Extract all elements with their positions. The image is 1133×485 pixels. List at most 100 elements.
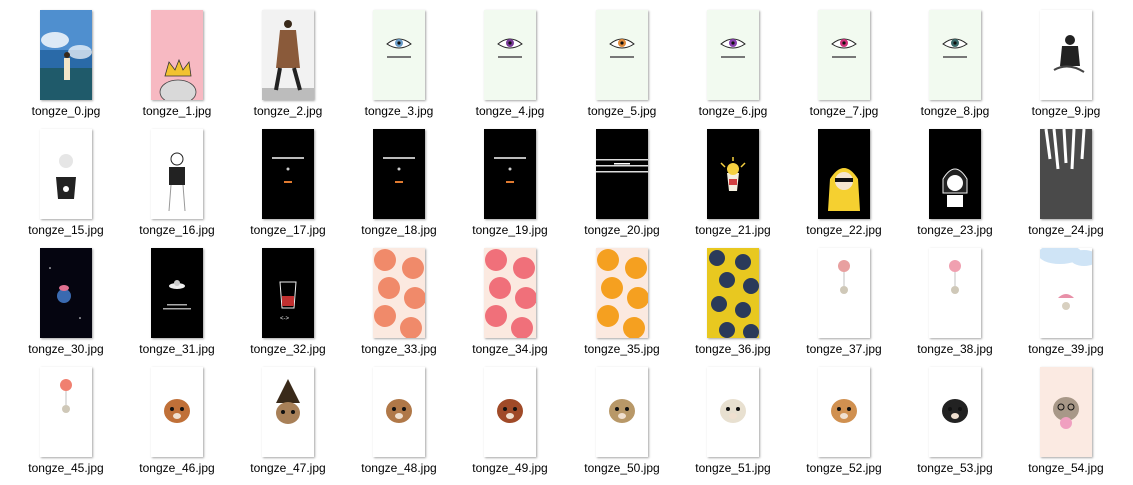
file-item[interactable]: tongze_17.jpg	[238, 129, 338, 247]
file-item[interactable]: tongze_47.jpg	[238, 367, 338, 485]
file-item[interactable]: tongze_37.jpg	[794, 248, 894, 366]
file-thumbnail[interactable]	[151, 367, 203, 457]
file-thumbnail[interactable]	[1040, 367, 1092, 457]
file-item[interactable]: tongze_49.jpg	[460, 367, 560, 485]
file-name-label[interactable]: tongze_34.jpg	[472, 342, 548, 356]
file-item[interactable]: tongze_4.jpg	[460, 10, 560, 128]
file-name-label[interactable]: tongze_2.jpg	[253, 104, 323, 118]
file-name-label[interactable]: tongze_39.jpg	[1028, 342, 1104, 356]
file-thumbnail[interactable]	[818, 367, 870, 457]
file-item[interactable]: tongze_23.jpg	[905, 129, 1005, 247]
file-name-label[interactable]: tongze_47.jpg	[250, 461, 326, 475]
file-thumbnail[interactable]	[707, 10, 759, 100]
file-item[interactable]: tongze_50.jpg	[572, 367, 672, 485]
file-name-label[interactable]: tongze_9.jpg	[1031, 104, 1101, 118]
file-item[interactable]: tongze_34.jpg	[460, 248, 560, 366]
file-item[interactable]: tongze_48.jpg	[349, 367, 449, 485]
file-thumbnail[interactable]	[40, 367, 92, 457]
file-item[interactable]: tongze_2.jpg	[238, 10, 338, 128]
file-thumbnail[interactable]	[707, 248, 759, 338]
file-thumbnail[interactable]	[262, 10, 314, 100]
file-thumbnail[interactable]: <->	[262, 248, 314, 338]
file-thumbnail[interactable]	[484, 248, 536, 338]
file-thumbnail[interactable]	[596, 129, 648, 219]
file-item[interactable]: tongze_38.jpg	[905, 248, 1005, 366]
file-thumbnail[interactable]	[151, 248, 203, 338]
file-thumbnail[interactable]	[596, 10, 648, 100]
file-name-label[interactable]: tongze_49.jpg	[472, 461, 548, 475]
file-name-label[interactable]: tongze_20.jpg	[584, 223, 660, 237]
file-item[interactable]: tongze_46.jpg	[127, 367, 227, 485]
file-item[interactable]: tongze_31.jpg	[127, 248, 227, 366]
file-item[interactable]: tongze_39.jpg	[1016, 248, 1116, 366]
file-name-label[interactable]: tongze_6.jpg	[698, 104, 768, 118]
file-name-label[interactable]: tongze_0.jpg	[31, 104, 101, 118]
file-item[interactable]: tongze_15.jpg	[16, 129, 116, 247]
file-name-label[interactable]: tongze_37.jpg	[806, 342, 882, 356]
file-thumbnail[interactable]	[373, 129, 425, 219]
file-thumbnail[interactable]	[818, 10, 870, 100]
file-name-label[interactable]: tongze_54.jpg	[1028, 461, 1104, 475]
file-name-label[interactable]: tongze_45.jpg	[28, 461, 104, 475]
file-thumbnail[interactable]	[40, 10, 92, 100]
file-item[interactable]: tongze_6.jpg	[683, 10, 783, 128]
file-thumbnail[interactable]	[818, 248, 870, 338]
file-item[interactable]: tongze_45.jpg	[16, 367, 116, 485]
file-thumbnail[interactable]	[262, 367, 314, 457]
file-item[interactable]: tongze_21.jpg	[683, 129, 783, 247]
file-thumbnail[interactable]	[151, 129, 203, 219]
file-item[interactable]: tongze_19.jpg	[460, 129, 560, 247]
file-item[interactable]: <-> tongze_32.jpg	[238, 248, 338, 366]
file-name-label[interactable]: tongze_46.jpg	[139, 461, 215, 475]
file-thumbnail[interactable]	[40, 129, 92, 219]
file-thumbnail[interactable]	[929, 248, 981, 338]
file-name-label[interactable]: tongze_50.jpg	[584, 461, 660, 475]
file-item[interactable]: tongze_9.jpg	[1016, 10, 1116, 128]
file-item[interactable]: tongze_22.jpg	[794, 129, 894, 247]
file-name-label[interactable]: tongze_15.jpg	[28, 223, 104, 237]
file-name-label[interactable]: tongze_1.jpg	[142, 104, 212, 118]
file-item[interactable]: tongze_51.jpg	[683, 367, 783, 485]
file-name-label[interactable]: tongze_4.jpg	[475, 104, 545, 118]
file-name-label[interactable]: tongze_7.jpg	[809, 104, 879, 118]
file-item[interactable]: tongze_24.jpg	[1016, 129, 1116, 247]
file-name-label[interactable]: tongze_3.jpg	[364, 104, 434, 118]
file-item[interactable]: tongze_53.jpg	[905, 367, 1005, 485]
file-item[interactable]: tongze_3.jpg	[349, 10, 449, 128]
file-item[interactable]: tongze_1.jpg	[127, 10, 227, 128]
file-name-label[interactable]: tongze_30.jpg	[28, 342, 104, 356]
file-thumbnail[interactable]	[929, 129, 981, 219]
file-item[interactable]: tongze_5.jpg	[572, 10, 672, 128]
file-thumbnail[interactable]	[484, 129, 536, 219]
file-name-label[interactable]: tongze_21.jpg	[695, 223, 771, 237]
file-thumbnail[interactable]	[262, 129, 314, 219]
file-thumbnail[interactable]	[1040, 248, 1092, 338]
file-item[interactable]: tongze_36.jpg	[683, 248, 783, 366]
file-item[interactable]: tongze_35.jpg	[572, 248, 672, 366]
file-thumbnail[interactable]	[1040, 10, 1092, 100]
file-name-label[interactable]: tongze_23.jpg	[917, 223, 993, 237]
file-name-label[interactable]: tongze_24.jpg	[1028, 223, 1104, 237]
file-thumbnail[interactable]	[818, 129, 870, 219]
file-thumbnail[interactable]	[484, 367, 536, 457]
file-name-label[interactable]: tongze_16.jpg	[139, 223, 215, 237]
file-name-label[interactable]: tongze_36.jpg	[695, 342, 771, 356]
file-name-label[interactable]: tongze_19.jpg	[472, 223, 548, 237]
file-thumbnail[interactable]	[596, 367, 648, 457]
file-item[interactable]: tongze_33.jpg	[349, 248, 449, 366]
file-name-label[interactable]: tongze_8.jpg	[920, 104, 990, 118]
file-name-label[interactable]: tongze_31.jpg	[139, 342, 215, 356]
file-thumbnail[interactable]	[929, 367, 981, 457]
file-name-label[interactable]: tongze_18.jpg	[361, 223, 437, 237]
file-name-label[interactable]: tongze_5.jpg	[587, 104, 657, 118]
file-thumbnail[interactable]	[707, 129, 759, 219]
file-name-label[interactable]: tongze_38.jpg	[917, 342, 993, 356]
file-thumbnail[interactable]	[373, 367, 425, 457]
file-name-label[interactable]: tongze_35.jpg	[584, 342, 660, 356]
file-thumbnail[interactable]	[373, 248, 425, 338]
file-thumbnail[interactable]	[707, 367, 759, 457]
file-item[interactable]: tongze_18.jpg	[349, 129, 449, 247]
file-name-label[interactable]: tongze_52.jpg	[806, 461, 882, 475]
file-item[interactable]: tongze_8.jpg	[905, 10, 1005, 128]
file-thumbnail[interactable]	[40, 248, 92, 338]
